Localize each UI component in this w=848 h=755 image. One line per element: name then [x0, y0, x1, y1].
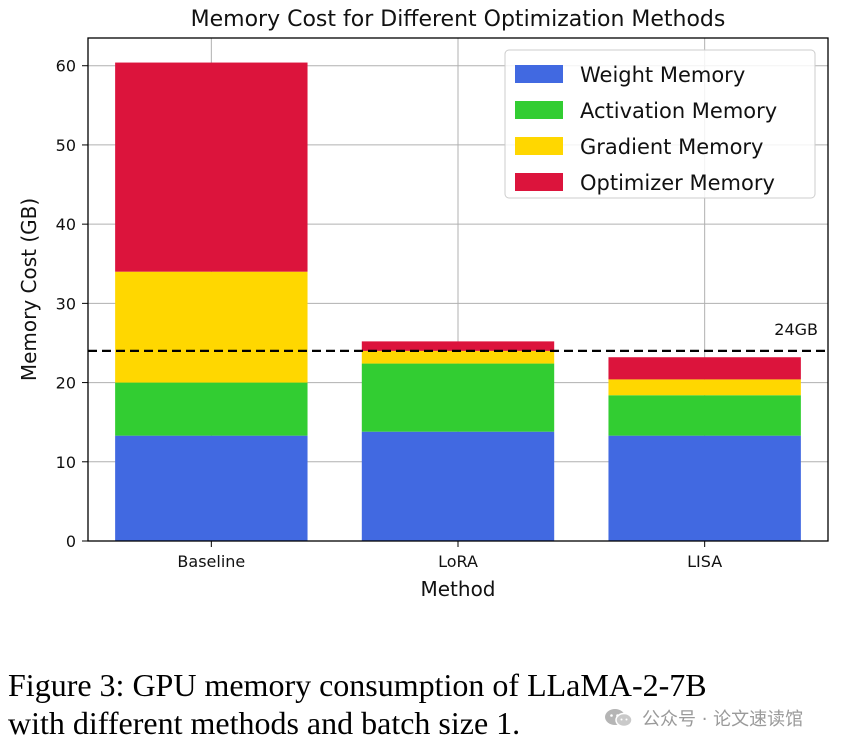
y-tick-label-10: 10: [56, 453, 76, 472]
legend-swatch-optimizer-memory: [515, 173, 563, 191]
y-tick-label-50: 50: [56, 136, 76, 155]
bar-lisa-weight-memory: [608, 435, 801, 541]
caption-line-2: with different methods and batch size 1.: [8, 705, 521, 741]
figure-caption: Figure 3: GPU memory consumption of LLaM…: [8, 666, 840, 742]
legend-swatch-activation-memory: [515, 101, 563, 119]
caption-line-1: Figure 3: GPU memory consumption of LLaM…: [8, 667, 707, 703]
legend-box: [504, 49, 816, 199]
bar-lisa-gradient-memory: [608, 379, 801, 396]
bar-lora-weight-memory: [361, 431, 555, 541]
legend-swatch-gradient-memory: [515, 137, 563, 155]
y-tick-label-30: 30: [56, 294, 76, 313]
legend-swatch-weight-memory: [515, 65, 563, 83]
watermark-text: 公众号 · 论文速读馆: [642, 709, 804, 730]
chart-title: Memory Cost for Different Optimization M…: [191, 7, 726, 32]
legend-label-activation-memory: Activation Memory: [580, 99, 777, 123]
bar-lora-optimizer-memory: [361, 341, 555, 351]
reference-line-label: 24GB: [774, 320, 818, 339]
wechat-icon: [605, 709, 633, 728]
y-tick-label-0: 0: [66, 532, 76, 551]
x-axis-label: Method: [420, 577, 495, 601]
bar-baseline-weight-memory: [115, 435, 308, 541]
bars: [115, 62, 801, 541]
y-tick-label-40: 40: [56, 215, 76, 234]
bar-lisa-optimizer-memory: [608, 357, 801, 380]
x-tick-label-baseline: Baseline: [177, 552, 245, 571]
bar-lisa-activation-memory: [608, 395, 801, 436]
y-tick-label-60: 60: [56, 57, 76, 76]
y-axis-label: Memory Cost (GB): [17, 198, 41, 381]
legend-label-optimizer-memory: Optimizer Memory: [580, 171, 775, 195]
y-tick-label-20: 20: [56, 374, 76, 393]
bar-lora-activation-memory: [361, 363, 555, 432]
bar-baseline-optimizer-memory: [115, 62, 308, 272]
reference-line-group: 24GB: [88, 320, 828, 352]
bar-baseline-gradient-memory: [115, 271, 308, 383]
x-tick-label-lora: LoRA: [438, 552, 478, 571]
axes: 0 10 20 30 40 50 60 Baseline LoRA LISA: [56, 37, 829, 571]
x-tick-label-lisa: LISA: [687, 552, 722, 571]
legend: Weight Memory Activation Memory Gradient M…: [504, 49, 816, 199]
watermark: 公众号 · 论文速读馆: [604, 704, 803, 732]
legend-label-weight-memory: Weight Memory: [580, 63, 745, 87]
bar-lora-gradient-memory: [361, 350, 555, 364]
bar-baseline-activation-memory: [115, 382, 308, 436]
stacked-bar-chart: Memory Cost for Different Optimization M…: [17, 7, 829, 601]
legend-label-gradient-memory: Gradient Memory: [580, 135, 763, 159]
